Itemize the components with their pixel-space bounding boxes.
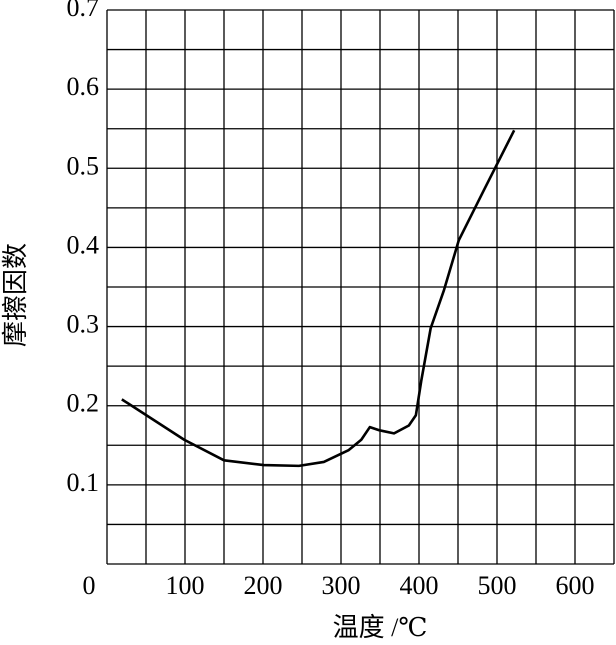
x-tick-label: 600 [556,571,595,600]
y-tick-label: 0.4 [67,230,100,259]
line [121,129,516,468]
y-tick-label: 0.7 [67,0,100,22]
y-tick-label: 0.3 [67,310,100,339]
x-tick-label: 0 [83,571,96,600]
x-tick-label: 100 [166,571,205,600]
x-tick-label: 300 [322,571,361,600]
y-tick-label: 0.1 [67,468,100,497]
x-tick-label: 200 [244,571,283,600]
y-tick-label: 0.5 [67,151,100,180]
x-tick-label: 500 [478,571,517,600]
x-axis-title: 温度 /℃ [333,613,428,642]
y-tick-label: 0.6 [67,72,100,101]
x-tick-label: 400 [400,571,439,600]
y-axis-title: 摩擦因数 [1,243,30,347]
y-tick-label: 0.2 [67,389,100,418]
